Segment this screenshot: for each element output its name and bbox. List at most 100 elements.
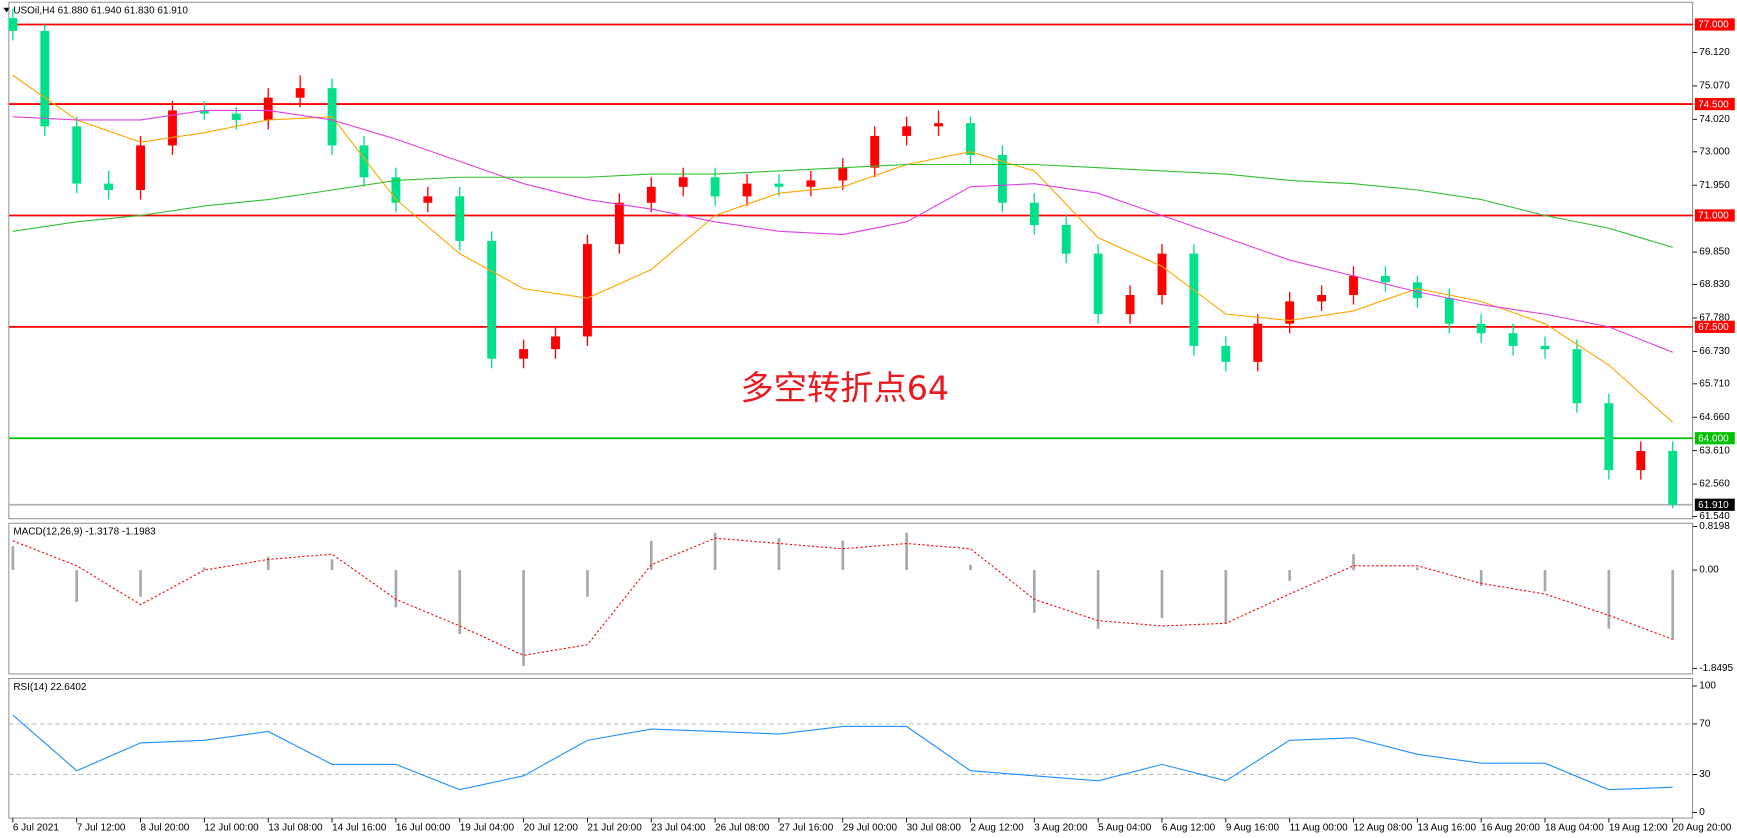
macd-bar — [1479, 570, 1483, 587]
panel-title: USOil,H4 61.880 61.940 61.830 61.910 — [13, 6, 188, 17]
candle-body — [774, 183, 784, 187]
candle-body — [646, 186, 656, 203]
x-tick-label: 26 Jul 08:00 — [715, 823, 770, 834]
macd-bar — [586, 570, 589, 597]
candle-body — [742, 183, 752, 197]
macd-bar — [394, 570, 398, 608]
x-tick-label: 2 Aug 12:00 — [970, 823, 1024, 834]
level-label: 74.500 — [1698, 99, 1729, 110]
macd-bar — [841, 540, 845, 571]
x-tick-label: 12 Jul 00:00 — [204, 823, 259, 834]
macd-bar — [649, 540, 653, 571]
x-tick-label: 23 Jul 04:00 — [651, 823, 706, 834]
candle-body — [1125, 295, 1135, 315]
macd-bar — [905, 532, 908, 571]
y-tick-label: 100 — [1699, 681, 1716, 692]
macd-bar — [777, 538, 781, 571]
level-label: 67.500 — [1698, 322, 1729, 333]
macd-bar — [203, 567, 206, 571]
candle-body — [519, 349, 529, 359]
x-tick-label: 20 Jul 12:00 — [524, 823, 579, 834]
level-label: 61.910 — [1698, 500, 1729, 511]
macd-bar — [1607, 570, 1611, 629]
y-tick-label: 64.660 — [1699, 412, 1730, 423]
y-tick-label: 61.540 — [1699, 511, 1730, 522]
x-tick-label: 27 Jul 16:00 — [779, 823, 834, 834]
level-label-box — [1694, 498, 1735, 511]
x-tick-label: 5 Aug 04:00 — [1098, 823, 1152, 834]
candle-body — [1604, 403, 1614, 471]
x-tick-label: 12 Aug 08:00 — [1353, 823, 1412, 834]
candle-body — [1444, 298, 1454, 324]
candle-body — [614, 202, 624, 245]
candle-body — [902, 126, 912, 136]
x-tick-label: 14 Jul 16:00 — [332, 823, 387, 834]
x-tick-label: 8 Jul 20:00 — [141, 823, 190, 834]
macd-bar — [1416, 567, 1419, 571]
macd-bar — [1224, 570, 1228, 624]
indicator-line — [12, 537, 1673, 656]
y-tick-label: 74.020 — [1699, 114, 1730, 125]
y-tick-label: 71.950 — [1699, 180, 1730, 191]
candle-body — [1476, 323, 1486, 334]
level-label: 64.000 — [1698, 433, 1729, 444]
macd-bar — [1032, 570, 1036, 613]
y-tick-label: -1.8495 — [1699, 663, 1733, 674]
candle-body — [40, 30, 50, 127]
candle-body — [1157, 253, 1167, 296]
candle-body — [423, 196, 433, 203]
macd-bar — [969, 564, 972, 571]
panel-frame — [8, 522, 1694, 675]
y-tick-label: 68.830 — [1699, 279, 1730, 290]
macd-bar — [266, 556, 270, 571]
y-tick-label: 63.610 — [1699, 445, 1730, 456]
annotation: 多空转折点64 — [740, 369, 949, 408]
candle-body — [1221, 345, 1231, 362]
panel-title: RSI(14) 22.6402 — [13, 682, 87, 693]
candle-body — [1285, 301, 1295, 324]
x-tick-label: 13 Jul 08:00 — [268, 823, 323, 834]
macd-bar — [330, 559, 334, 571]
candle-body — [806, 180, 816, 187]
level-label: 71.000 — [1698, 211, 1729, 222]
x-tick-label: 11 Aug 00:00 — [1290, 823, 1348, 834]
y-tick-label: 75.070 — [1699, 81, 1730, 92]
y-tick-label: 70 — [1699, 719, 1711, 730]
candle-body — [263, 97, 273, 120]
candle-body — [391, 177, 401, 203]
candle-body — [1380, 275, 1390, 283]
candle-body — [231, 113, 241, 120]
panel-frame — [8, 1, 1694, 520]
candle-body — [582, 244, 592, 337]
candle-body — [1412, 282, 1422, 299]
macd-bar — [1352, 554, 1355, 571]
menu-icon[interactable] — [3, 7, 10, 13]
candle-body — [1636, 450, 1646, 471]
candle-body — [1093, 253, 1103, 315]
candle-body — [934, 123, 943, 127]
candle-body — [1349, 275, 1358, 296]
macd-bar — [11, 546, 15, 571]
macd-bar — [1160, 570, 1164, 619]
macd-bar — [139, 570, 142, 597]
level-label-box — [1694, 18, 1735, 31]
macd-bar — [1671, 570, 1675, 640]
candle-body — [1253, 323, 1263, 362]
panel-title: MACD(12,26,9) -1.3178 -1.1983 — [13, 527, 156, 538]
x-tick-label: 19 Jul 04:00 — [460, 823, 515, 834]
x-tick-label: 16 Aug 20:00 — [1481, 823, 1540, 834]
y-tick-label: 65.710 — [1699, 378, 1730, 389]
candle-body — [359, 145, 369, 178]
level-label-box — [1694, 209, 1735, 222]
y-tick-label: 69.850 — [1699, 247, 1730, 258]
level-label-box — [1694, 320, 1735, 333]
x-tick-label: 6 Aug 12:00 — [1162, 823, 1216, 834]
y-tick-label: 67.780 — [1699, 313, 1730, 324]
macd-bar — [713, 532, 717, 571]
y-tick-label: 0.00 — [1699, 565, 1719, 576]
candle-body — [838, 167, 848, 181]
y-tick-label: 62.560 — [1699, 479, 1730, 490]
panel-frame — [8, 677, 1694, 819]
candle-body — [1540, 345, 1550, 350]
